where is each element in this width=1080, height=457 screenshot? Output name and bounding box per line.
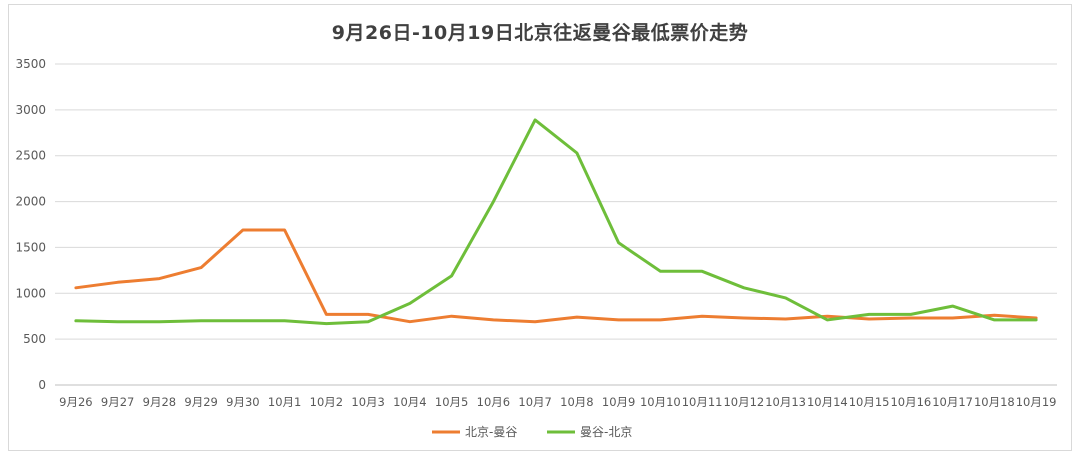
x-tick-label: 10月19 [1016, 395, 1057, 409]
series-lines [74, 118, 1038, 326]
x-tick-label: 10月14 [807, 395, 848, 409]
x-tick-label: 10月13 [765, 395, 806, 409]
chart-title: 9月26日-10月19日北京往返曼谷最低票价走势 [331, 22, 749, 44]
series-line-2 [74, 118, 1038, 326]
x-tick-label: 10月3 [351, 395, 384, 409]
x-tick-label: 9月29 [184, 395, 217, 409]
y-axis-ticks: 0 500 1000 1500 2000 2500 3000 3500 [15, 57, 46, 392]
y-tick-label: 2000 [15, 195, 46, 209]
x-tick-label: 10月5 [435, 395, 468, 409]
x-tick-label: 10月8 [560, 395, 593, 409]
legend-label: 曼谷-北京 [580, 425, 632, 439]
y-tick-label: 1000 [15, 286, 46, 300]
chart-frame [8, 4, 1072, 451]
y-tick-label: 0 [38, 378, 46, 392]
x-tick-label: 9月30 [226, 395, 259, 409]
x-tick-label: 10月12 [723, 395, 764, 409]
x-tick-label: 10月18 [974, 395, 1015, 409]
x-tick-label: 10月6 [477, 395, 510, 409]
legend-label: 北京-曼谷 [465, 425, 517, 439]
y-tick-label: 500 [23, 332, 46, 346]
legend: 北京-曼谷 曼谷-北京 [432, 425, 632, 439]
x-tick-label: 10月7 [518, 395, 551, 409]
y-tick-label: 1500 [15, 240, 46, 254]
x-tick-label: 10月17 [932, 395, 973, 409]
x-tick-label: 10月1 [268, 395, 301, 409]
x-tick-label: 10月15 [849, 395, 890, 409]
x-tick-label: 10月2 [310, 395, 343, 409]
x-tick-label: 9月27 [101, 395, 134, 409]
series-line-1 [74, 228, 1038, 324]
x-tick-label: 10月16 [890, 395, 931, 409]
x-tick-label: 10月4 [393, 395, 426, 409]
y-tick-label: 2500 [15, 149, 46, 163]
x-tick-label: 9月28 [143, 395, 176, 409]
x-tick-label: 9月26 [59, 395, 92, 409]
x-tick-label: 10月10 [640, 395, 681, 409]
gridlines [55, 63, 1057, 340]
y-tick-label: 3500 [15, 57, 46, 71]
x-axis-ticks: 9月26 9月27 9月28 9月29 9月30 10月1 10月2 10月3 10月4 10月5… [59, 395, 1056, 409]
y-tick-label: 3000 [15, 103, 46, 117]
x-tick-label: 10月9 [602, 395, 635, 409]
x-tick-label: 10月11 [682, 395, 723, 409]
